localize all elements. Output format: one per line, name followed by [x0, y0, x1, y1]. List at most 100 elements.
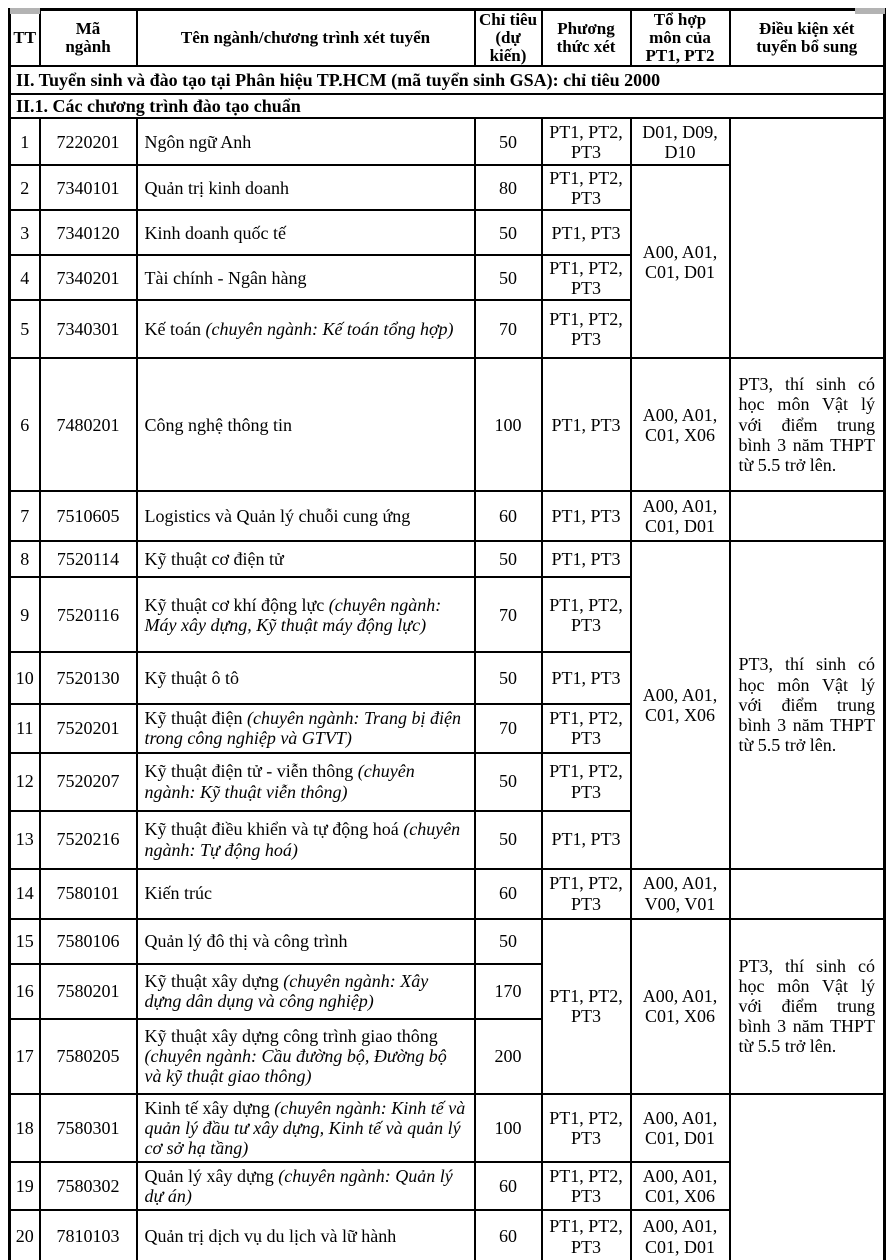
row-number-cell: 7 [8, 490, 41, 543]
condition-cell [728, 867, 886, 920]
condition-cell: PT3, thí sinh có học môn Vật lý với điểm… [728, 917, 886, 1095]
combo-cell: D01, D09, D10 [629, 117, 731, 167]
major-name-text: Kỹ thuật cơ điện tử [144, 549, 284, 570]
table-row: 7 7510605 Logistics và Quản lý chuỗi cung … [8, 490, 886, 543]
major-name-cell: Kỹ thuật cơ điện tử [135, 540, 476, 579]
method-cell: PT1, PT2, PT3 [540, 917, 632, 1095]
quota-cell: 50 [473, 809, 543, 870]
major-name-cell: Ngôn ngữ Anh [135, 117, 476, 167]
method-cell: PT1, PT2, PT3 [540, 1160, 632, 1212]
section-title: II. Tuyển sinh và đào tạo tại Phân hiệu … [8, 65, 886, 96]
condition-cell: PT3, thí sinh có học môn Vật lý với điểm… [728, 540, 886, 870]
major-code-cell: 7520207 [38, 751, 138, 812]
scrollbar-fragment-left [10, 8, 40, 14]
major-name-text: Quản lý đô thị và công trình [144, 930, 348, 951]
major-code-cell: 7340120 [38, 209, 138, 257]
scrollbar-fragment-right [855, 8, 885, 14]
section-row-main: II. Tuyển sinh và đào tạo tại Phân hiệu … [8, 65, 886, 96]
major-name-text: Kinh doanh quốc tế [144, 222, 286, 243]
method-cell: PT1, PT3 [540, 809, 632, 870]
table-row: 20 7810103 Quản trị dịch vụ du lịch và lữ … [8, 1209, 885, 1260]
combo-cell: A00, A01, C01, X06 [629, 1160, 731, 1212]
condition-cell [728, 490, 886, 543]
major-name-cell: Quản trị kinh doanh [135, 164, 476, 212]
quota-cell: 100 [473, 357, 543, 493]
major-code-cell: 7340201 [38, 254, 138, 302]
quota-cell: 60 [473, 490, 543, 543]
major-name-text: Kinh tế xây dựng [144, 1097, 275, 1118]
quota-cell: 70 [473, 703, 543, 754]
table-row: 16 7580201 Kỹ thuật xây dựng (chuyên ngành… [8, 962, 885, 1020]
col-header-quota: Chỉ tiêu (dự kiến) [473, 8, 543, 68]
table-row: 3 7340120 Kinh doanh quốc tế 50 PT1, PT3 [8, 209, 885, 257]
row-number-cell: 14 [8, 867, 41, 920]
method-cell: PT1, PT2, PT3 [540, 703, 632, 754]
row-number-cell: 6 [8, 357, 41, 493]
quota-cell: 50 [473, 540, 543, 579]
method-cell: PT1, PT2, PT3 [540, 254, 632, 302]
quota-cell: 50 [473, 651, 543, 706]
major-name-cell: Kỹ thuật điện tử - viễn thông (chuyên ng… [135, 751, 476, 812]
row-number-cell: 8 [8, 540, 41, 579]
row-number-cell: 17 [8, 1017, 41, 1095]
major-name-cell: Quản lý đô thị và công trình [135, 917, 476, 965]
combo-cell: A00, A01, C01, X06 [629, 357, 731, 493]
major-name-cell: Kinh tế xây dựng (chuyên ngành: Kinh tế … [135, 1092, 476, 1163]
subsection-title: II.1. Các chương trình đào tạo chuẩn [8, 93, 886, 120]
quota-cell: 60 [473, 1160, 543, 1212]
method-cell: PT1, PT2, PT3 [540, 867, 632, 920]
major-name-cell: Logistics và Quản lý chuỗi cung ứng [135, 490, 476, 543]
table-row: 13 7520216 Kỹ thuật điều khiển và tự động … [8, 809, 885, 870]
major-name-text: Kỹ thuật điện tử - viễn thông [144, 761, 358, 782]
combo-cell: A00, A01, C01, D01 [629, 164, 731, 360]
major-name-specialization: (chuyên ngành: Máy xây dựng, Kỹ thuật má… [144, 594, 442, 635]
col-header-major-code: Mã ngành [38, 8, 138, 68]
major-code-cell: 7510605 [38, 490, 138, 543]
quota-cell: 50 [473, 117, 543, 167]
major-code-cell: 7580301 [38, 1092, 138, 1163]
table-row: 2 7340101 Quản trị kinh doanh 80 PT1, PT2, P… [8, 164, 885, 360]
row-number-cell: 13 [8, 809, 41, 870]
combo-cell: A00, A01, V00, V01 [629, 867, 731, 920]
quota-cell: 60 [473, 1209, 543, 1260]
quota-cell: 100 [473, 1092, 543, 1163]
combo-cell: A00, A01, C01, D01 [629, 490, 731, 543]
major-name-specialization: (chuyên ngành: Kỹ thuật viễn thông) [144, 761, 415, 802]
major-name-cell: Kiến trúc [135, 867, 476, 920]
major-name-text: Công nghệ thông tin [144, 414, 293, 435]
quota-cell: 80 [473, 164, 543, 212]
table-row: 4 7340201 Tài chính - Ngân hàng 50 PT1, PT2,… [8, 254, 885, 302]
major-name-cell: Kỹ thuật điện (chuyên ngành: Trang bị đi… [135, 703, 476, 754]
table-row: 5 7340301 Kế toán (chuyên ngành: Kế toán t… [8, 299, 885, 360]
major-name-cell: Kỹ thuật xây dựng (chuyên ngành: Xây dựn… [135, 962, 476, 1020]
method-cell: PT1, PT3 [540, 651, 632, 706]
method-cell: PT1, PT3 [540, 357, 632, 493]
quota-cell: 50 [473, 209, 543, 257]
quota-cell: 70 [473, 299, 543, 360]
major-name-cell: Quản lý xây dựng (chuyên ngành: Quản lý … [135, 1160, 476, 1212]
major-code-cell: 7520130 [38, 651, 138, 706]
col-header-combo: Tổ hợp môn của PT1, PT2 [629, 8, 731, 68]
major-name-specialization: (chuyên ngành: Kế toán tổng hợp) [205, 319, 454, 340]
method-cell: PT1, PT3 [540, 490, 632, 543]
major-code-cell: 7520116 [38, 576, 138, 654]
method-cell: PT1, PT2, PT3 [540, 1209, 632, 1260]
major-name-cell: Kỹ thuật ô tô [135, 651, 476, 706]
major-name-cell: Quản trị dịch vụ du lịch và lữ hành [135, 1209, 476, 1260]
row-number-cell: 4 [8, 254, 41, 302]
row-number-cell: 3 [8, 209, 41, 257]
method-cell: PT1, PT3 [540, 209, 632, 257]
major-name-text: Logistics và Quản lý chuỗi cung ứng [144, 506, 411, 527]
table-row: 17 7580205 Kỹ thuật xây dựng công trình gi… [8, 1017, 885, 1095]
major-name-specialization: (chuyên ngành: Quản lý dự án) [144, 1165, 453, 1207]
major-code-cell: 7520216 [38, 809, 138, 870]
major-code-cell: 7580205 [38, 1017, 138, 1095]
admissions-table: TT Mã ngành Tên ngành/chương trình xét t… [8, 8, 886, 1260]
major-name-cell: Kế toán (chuyên ngành: Kế toán tổng hợp) [135, 299, 476, 360]
col-header-tt: TT [8, 8, 41, 68]
combo-cell: A00, A01, C01, X06 [629, 540, 731, 870]
major-code-cell: 7810103 [38, 1209, 138, 1260]
major-name-text: Kỹ thuật điều khiển và tự động hoá [144, 819, 404, 840]
quota-cell: 50 [473, 254, 543, 302]
major-name-text: Kế toán [144, 319, 206, 340]
